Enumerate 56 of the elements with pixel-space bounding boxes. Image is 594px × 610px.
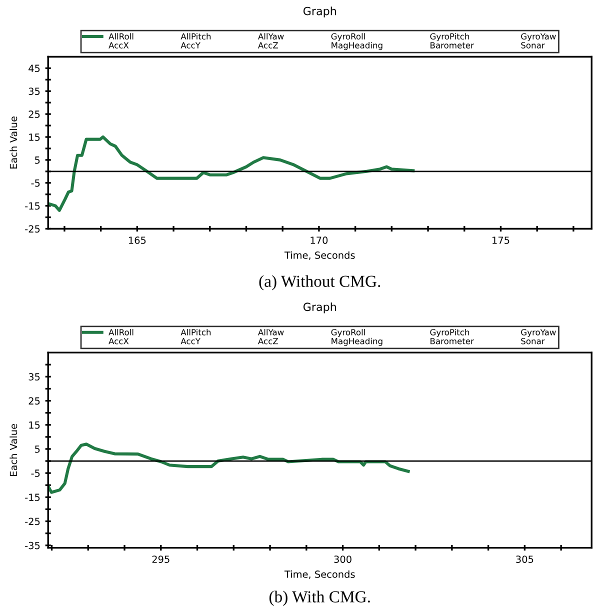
line-series: [48, 135, 415, 212]
y-tick-label: 25: [28, 110, 40, 118]
text: GyroYaw: [521, 33, 556, 42]
text: AllYaw: [258, 328, 284, 336]
text: (a) Without CMG.: [259, 275, 380, 290]
text: AccX: [108, 338, 129, 344]
text: Barometer: [430, 338, 474, 344]
y-tick-label: 5: [35, 156, 40, 164]
text: GyroPitch: [430, 328, 470, 338]
y-tick-label: 45: [28, 64, 40, 72]
text: AllPitch: [180, 328, 211, 336]
y-tick-label: -15: [25, 494, 40, 502]
y-tick-label: -5: [31, 179, 40, 187]
text: AllYaw: [258, 33, 284, 40]
text: AccY: [180, 338, 200, 344]
text: AllPitch: [180, 33, 211, 40]
x-tick-label: 175: [492, 236, 510, 244]
text: GyroYaw: [521, 329, 556, 338]
x-tick-label: 170: [310, 236, 328, 244]
text: Sonar: [521, 42, 545, 48]
text: AccZ: [258, 338, 278, 344]
y-axis-title: Each Value: [10, 424, 18, 476]
text: AccY: [180, 42, 200, 48]
y-tick-label: 15: [29, 421, 40, 429]
x-tick-label: 295: [152, 556, 170, 563]
text: AccZ: [258, 42, 278, 48]
text: GyroRoll: [331, 328, 365, 338]
y-tick-label: 35: [28, 373, 40, 381]
text: GyroPitch: [430, 33, 470, 42]
text: GyroRoll: [331, 33, 365, 42]
text: Barometer: [430, 42, 474, 48]
text: MagHeading: [332, 338, 382, 346]
y-tick-label: 5: [35, 446, 40, 453]
chart-title: Graph: [303, 6, 336, 18]
x-tick-label: 300: [334, 556, 352, 563]
y-axis-title: Each Value: [10, 116, 18, 168]
text: Sonar: [521, 338, 545, 344]
x-axis-title: Time, Seconds: [284, 251, 355, 260]
text: (b) With CMG.: [269, 590, 370, 606]
x-tick-label: 305: [516, 556, 534, 563]
text: MagHeading: [332, 42, 382, 50]
y-tick-label: 15: [29, 134, 40, 141]
legend-label: AllRoll: [108, 33, 134, 40]
text: AccX: [108, 42, 129, 48]
y-tick-label: -35: [25, 542, 40, 550]
y-tick-label: 25: [28, 397, 40, 405]
y-tick-label: -25: [25, 225, 40, 233]
x-tick-label: 165: [128, 236, 146, 244]
x-axis-title: Time, Seconds: [284, 570, 355, 579]
chart-title: Graph: [303, 302, 336, 314]
legend-label: AllRoll: [108, 328, 134, 336]
y-tick-label: -5: [31, 470, 40, 477]
line-series: [48, 442, 410, 494]
y-tick-label: -15: [25, 202, 40, 210]
y-tick-label: 35: [28, 88, 40, 95]
y-tick-label: -25: [25, 518, 40, 526]
